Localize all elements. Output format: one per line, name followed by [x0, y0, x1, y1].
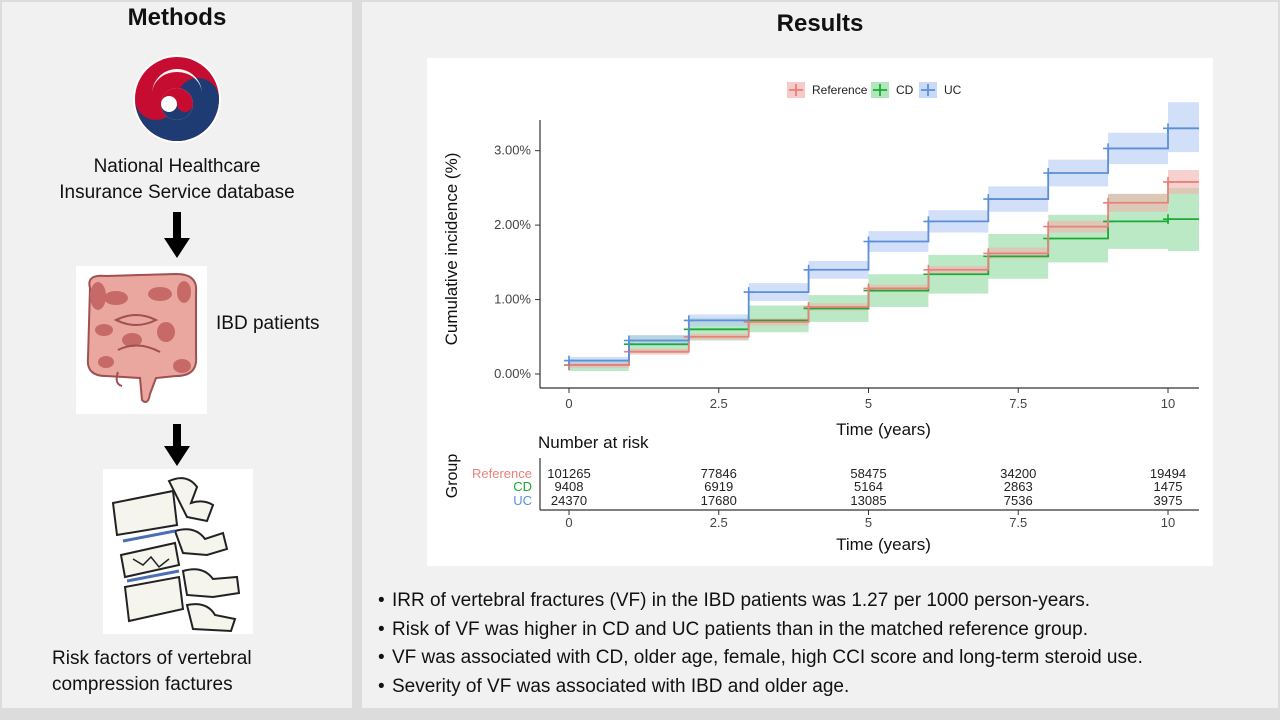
risk-count: 77846: [701, 466, 737, 481]
intestine-illustration: [76, 266, 207, 414]
risk-count: 7536: [1004, 493, 1033, 508]
risk-table-title: Number at risk: [538, 433, 649, 452]
censor-mark: [803, 264, 814, 275]
x-tick-label: 5: [865, 396, 872, 411]
censor-mark: [863, 283, 874, 294]
series-line-reference: [569, 181, 1199, 366]
risk-count: 19494: [1150, 466, 1186, 481]
series-line-uc: [569, 127, 1199, 362]
intestine-icon: [86, 272, 198, 403]
censor-mark: [1163, 176, 1173, 187]
risk-table-ylabel: Group: [444, 454, 461, 499]
legend-mark: [789, 84, 803, 96]
government-emblem-logo: [133, 55, 221, 143]
risk-count: 3975: [1154, 493, 1183, 508]
bullet-text: Severity of VF was associated with IBD a…: [392, 675, 850, 697]
censor-mark: [923, 264, 934, 275]
x-tick-label: 2.5: [710, 396, 728, 411]
y-axis-label: Cumulative incidence (%): [442, 153, 461, 346]
y-tick-label: 3.00%: [494, 143, 531, 158]
risk-count: 1475: [1154, 479, 1183, 494]
censor-mark: [803, 302, 814, 312]
risk-x-tick-label: 2.5: [710, 515, 728, 530]
legend-label: Reference: [812, 83, 868, 97]
bullet-text: IRR of vertebral fractures (VF) in the I…: [392, 590, 1091, 611]
down-arrow-icon: [164, 424, 190, 466]
risk-count: 5164: [854, 479, 883, 494]
vertebrae-illustration: [103, 469, 253, 634]
censor-mark: [1103, 197, 1114, 208]
risk-group-label: UC: [513, 493, 532, 508]
censor-mark: [1103, 143, 1114, 154]
risk-group-label: Reference: [472, 466, 532, 481]
ibd-patients-label: IBD patients: [216, 313, 320, 334]
risk-factors-label: Risk factors of vertebral compression fa…: [52, 646, 352, 698]
risk-x-tick-label: 5: [865, 515, 872, 530]
risk-x-tick-label: 0: [565, 515, 572, 530]
results-title: Results: [776, 10, 864, 37]
risk-count: 17680: [701, 493, 737, 508]
ci-band-uc: [569, 102, 1199, 365]
legend-label: CD: [896, 83, 914, 97]
censor-mark: [1043, 168, 1054, 178]
risk-count: 101265: [547, 466, 590, 481]
x-tick-label: 7.5: [1009, 396, 1027, 411]
censor-mark: [623, 335, 634, 346]
bullet-text: VF was associated with CD, older age, fe…: [392, 647, 1143, 668]
risk-count: 24370: [551, 493, 587, 508]
database-label-line1: National Healthcare: [93, 156, 261, 177]
censor-mark: [983, 248, 994, 259]
database-label: National Healthcare Insurance Service da…: [2, 154, 352, 206]
bullet-item: • Severity of VF was associated with IBD …: [378, 675, 850, 697]
risk-count: 58475: [850, 466, 886, 481]
risk-count: 6919: [704, 479, 733, 494]
chart-svg: 0.00% 1.00% 2.00% 3.00% 0 2.5 5 7.5 10 Time (year…: [442, 82, 1199, 554]
risk-x-tick-label: 10: [1161, 515, 1175, 530]
risk-count: 34200: [1000, 466, 1036, 481]
censor-mark: [863, 236, 874, 247]
risk-x-axis-label: Time (years): [836, 535, 931, 554]
cumulative-incidence-chart: 0.00% 1.00% 2.00% 3.00% 0 2.5 5 7.5 10 Time (year…: [427, 58, 1213, 566]
bullet-item: • IRR of vertebral fractures (VF) in the …: [378, 590, 1091, 611]
risk-count: 13085: [850, 493, 886, 508]
censor-mark: [683, 315, 694, 326]
risk-count: 9408: [555, 479, 584, 494]
legend-mark: [921, 84, 935, 96]
bullet-item: • VF was associated with CD, older age, f…: [378, 647, 1143, 668]
y-tick-label: 1.00%: [494, 292, 531, 307]
methods-title: Methods: [127, 4, 227, 31]
x-axis-label: Time (years): [836, 420, 931, 439]
risk-label-line2: compression factures: [52, 674, 233, 695]
bullet-item: • Risk of VF was higher in CD and UC pati…: [378, 618, 1088, 640]
x-tick-label: 0: [565, 396, 572, 411]
y-tick-label: 0.00%: [494, 366, 531, 381]
censor-mark: [1043, 221, 1054, 232]
risk-count: 2863: [1004, 479, 1033, 494]
risk-label-line1: Risk factors of vertebral: [52, 648, 252, 669]
censor-mark: [1163, 214, 1173, 225]
censor-mark: [1163, 123, 1173, 134]
spine-fracture-icon: [111, 477, 241, 633]
results-bullet-list: • IRR of vertebral fractures (VF) in the …: [378, 587, 1268, 701]
down-arrow-icon: [164, 212, 190, 258]
x-tick-label: 10: [1161, 396, 1175, 411]
risk-x-tick-label: 7.5: [1009, 515, 1027, 530]
risk-group-label: CD: [513, 479, 532, 494]
censor-mark: [564, 355, 574, 366]
legend-label: UC: [944, 83, 962, 97]
censor-mark: [983, 194, 994, 205]
censor-mark: [743, 287, 754, 298]
legend-mark: [873, 84, 887, 96]
database-label-line2: Insurance Service database: [59, 182, 295, 203]
bullet-text: Risk of VF was higher in CD and UC patie…: [392, 618, 1088, 640]
censor-mark: [923, 216, 934, 227]
y-tick-label: 2.00%: [494, 217, 531, 232]
